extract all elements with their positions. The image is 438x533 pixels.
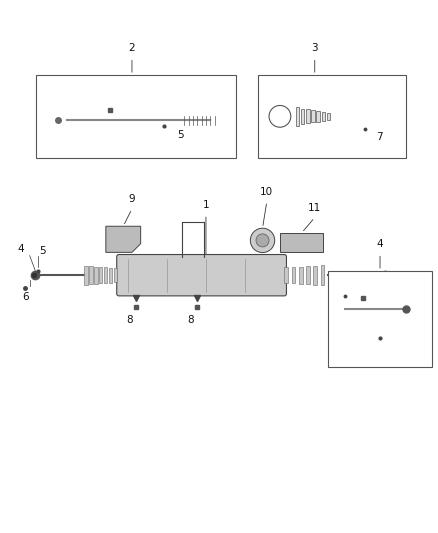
Bar <box>327 113 330 120</box>
Bar <box>296 107 299 126</box>
Text: 2: 2 <box>129 43 135 53</box>
Text: 5: 5 <box>342 283 349 293</box>
Text: 7: 7 <box>376 132 383 142</box>
Text: 3: 3 <box>311 43 318 53</box>
Bar <box>109 268 113 282</box>
Bar <box>284 268 288 283</box>
Bar <box>311 110 315 123</box>
Text: 8: 8 <box>187 315 194 325</box>
Bar <box>313 265 317 285</box>
Text: 6: 6 <box>22 292 28 302</box>
Circle shape <box>256 234 269 247</box>
Text: 5: 5 <box>177 130 184 140</box>
Text: 11: 11 <box>308 203 321 213</box>
FancyBboxPatch shape <box>117 255 286 296</box>
Bar <box>99 267 102 284</box>
Bar <box>84 265 88 285</box>
Polygon shape <box>280 233 323 252</box>
Text: 4: 4 <box>18 244 24 254</box>
Bar <box>306 266 310 284</box>
Text: 4: 4 <box>377 239 383 249</box>
Bar <box>322 112 325 120</box>
Bar <box>306 109 310 123</box>
Bar <box>301 109 304 124</box>
Bar <box>317 111 320 122</box>
Bar <box>292 267 296 284</box>
Text: 5: 5 <box>39 246 46 256</box>
Polygon shape <box>106 226 141 252</box>
Text: 1: 1 <box>203 200 209 210</box>
Bar <box>89 266 92 284</box>
Text: 6: 6 <box>377 342 383 352</box>
Bar <box>328 271 432 367</box>
Bar <box>104 268 107 283</box>
Bar <box>321 265 325 285</box>
Circle shape <box>251 228 275 253</box>
Bar <box>36 75 237 158</box>
Bar <box>114 268 117 282</box>
Text: 10: 10 <box>260 187 273 197</box>
Bar <box>299 266 303 284</box>
Bar <box>94 266 98 284</box>
Text: 8: 8 <box>127 315 133 325</box>
Text: 9: 9 <box>129 195 135 205</box>
Bar <box>258 75 406 158</box>
